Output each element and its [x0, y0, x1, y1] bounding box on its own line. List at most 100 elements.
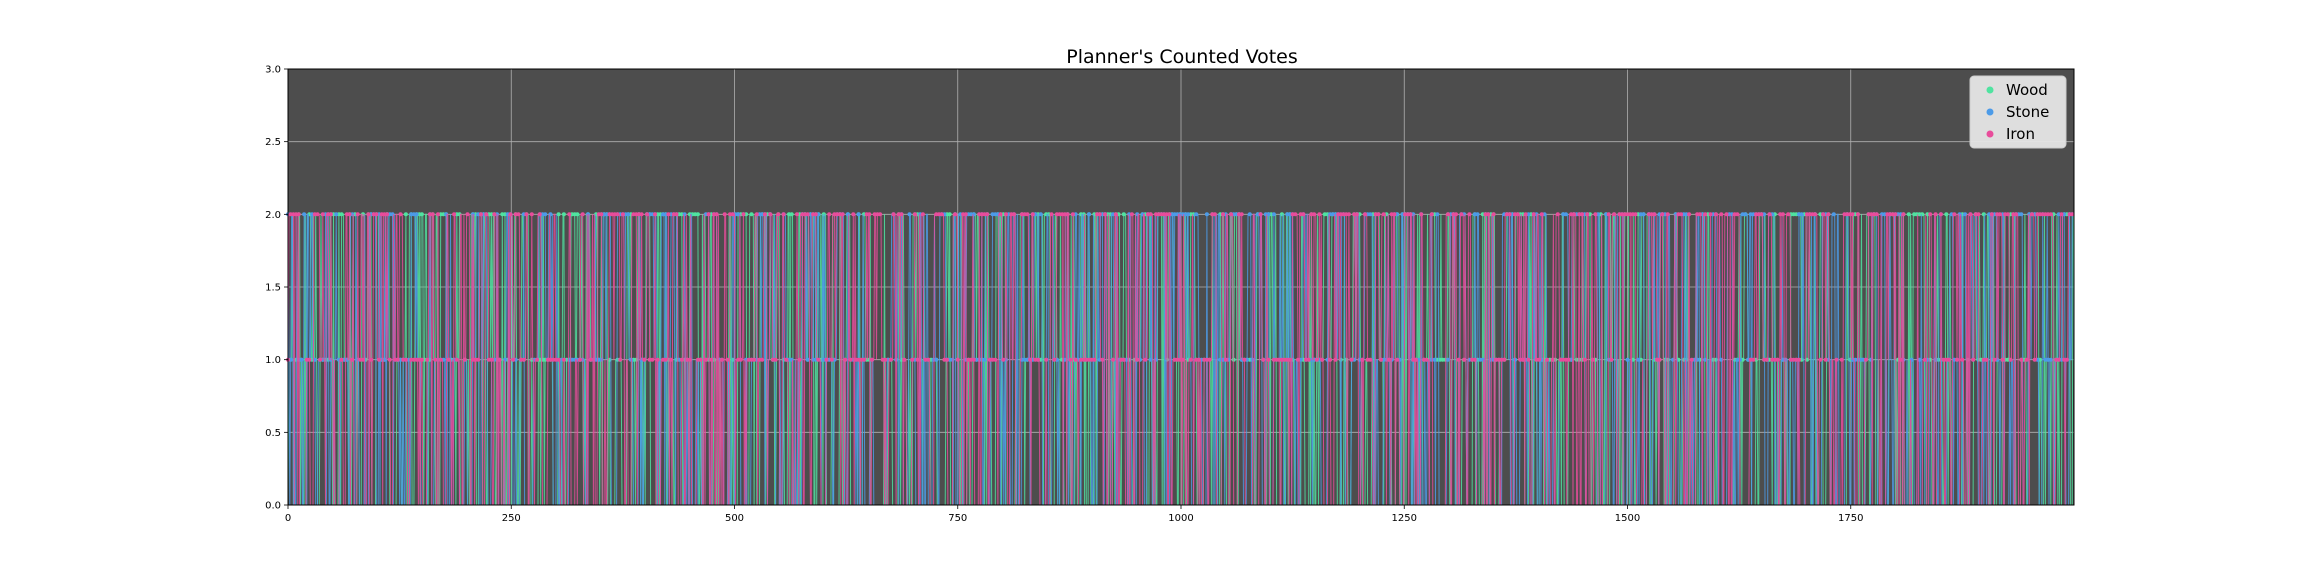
data-point — [299, 357, 304, 362]
data-point — [296, 212, 301, 217]
data-point — [430, 212, 435, 217]
data-point — [302, 212, 307, 217]
chart-title: Planner's Counted Votes — [1066, 46, 1298, 68]
data-point — [1196, 357, 1201, 362]
data-point — [2019, 212, 2024, 217]
legend-label-iron: Iron — [2006, 125, 2035, 143]
data-point — [1247, 212, 1252, 217]
y-tick-label: 0.0 — [265, 501, 281, 512]
data-point — [433, 357, 438, 362]
data-point — [492, 212, 497, 217]
data-point — [1555, 212, 1560, 217]
data-point — [1874, 212, 1879, 217]
data-point — [795, 212, 799, 217]
data-point — [1129, 212, 1134, 217]
data-point — [1135, 357, 1140, 362]
data-point — [736, 212, 741, 217]
data-point — [1893, 212, 1898, 217]
data-point — [1001, 357, 1006, 362]
data-point — [1349, 357, 1354, 362]
data-point — [556, 357, 561, 362]
data-point — [436, 212, 440, 217]
data-point — [1751, 357, 1756, 362]
data-point — [1261, 357, 1266, 362]
data-point — [1855, 212, 1860, 217]
data-point — [1625, 357, 1630, 362]
data-point — [1446, 357, 1450, 362]
data-point — [920, 212, 925, 217]
data-point — [1317, 212, 1322, 217]
data-point — [1462, 357, 1467, 362]
y-tick-label: 2.5 — [265, 137, 281, 148]
data-point — [1363, 212, 1367, 217]
data-point — [1194, 212, 1199, 217]
data-point — [1049, 212, 1054, 217]
data-point — [899, 212, 904, 217]
data-point — [703, 357, 708, 362]
data-point — [1087, 212, 1091, 217]
data-point — [695, 212, 700, 217]
data-point — [1708, 212, 1713, 217]
data-point — [934, 357, 939, 362]
data-point — [524, 212, 529, 217]
data-point — [511, 357, 515, 362]
data-point — [1368, 212, 1373, 217]
data-point — [1922, 357, 1927, 362]
data-point — [1523, 212, 1528, 217]
data-point — [1148, 357, 1153, 362]
data-point — [1636, 357, 1641, 362]
data-point — [1580, 212, 1584, 217]
data-point — [773, 357, 778, 362]
data-point — [1593, 212, 1598, 217]
data-point — [1424, 357, 1429, 362]
data-point — [1831, 212, 1836, 217]
data-point — [1633, 212, 1638, 217]
data-point — [663, 357, 668, 362]
data-point — [1689, 357, 1694, 362]
y-tick-label: 3.0 — [265, 65, 281, 76]
data-point — [939, 212, 944, 217]
data-point — [1539, 212, 1544, 217]
data-point — [1354, 212, 1359, 217]
data-point — [1467, 212, 1472, 217]
legend-label-wood: Wood — [2006, 81, 2048, 99]
data-point — [1413, 357, 1418, 362]
data-point — [1491, 212, 1496, 217]
data-point — [870, 357, 874, 362]
data-point — [387, 357, 392, 362]
data-point — [1963, 212, 1968, 217]
data-point — [805, 212, 810, 217]
data-point — [1839, 357, 1844, 362]
data-point — [1590, 357, 1595, 362]
data-point — [2014, 212, 2018, 217]
data-point — [2059, 212, 2064, 217]
data-point — [626, 212, 631, 217]
data-point — [915, 357, 920, 362]
data-point — [1446, 212, 1450, 217]
data-point — [2030, 212, 2034, 217]
data-point — [1320, 357, 1325, 362]
data-point — [1563, 212, 1568, 217]
data-point — [725, 357, 730, 362]
data-point — [446, 357, 451, 362]
data-point — [1531, 212, 1536, 217]
data-point — [1821, 212, 1826, 217]
data-point — [1392, 212, 1397, 217]
data-point — [1028, 357, 1033, 362]
data-point — [1212, 212, 1217, 217]
data-point — [1735, 212, 1740, 217]
data-point — [971, 357, 976, 362]
data-point — [1486, 212, 1491, 217]
data-point — [1786, 212, 1791, 217]
data-point — [1697, 212, 1702, 217]
data-point — [1997, 212, 2002, 217]
x-tick-label: 1750 — [1838, 513, 1863, 524]
data-point — [537, 212, 542, 217]
data-point — [1429, 212, 1434, 217]
data-point — [2070, 212, 2075, 217]
data-point — [749, 212, 754, 217]
data-point — [1070, 212, 1075, 217]
data-point — [655, 357, 660, 362]
data-point — [489, 357, 494, 362]
data-point — [1381, 212, 1386, 217]
